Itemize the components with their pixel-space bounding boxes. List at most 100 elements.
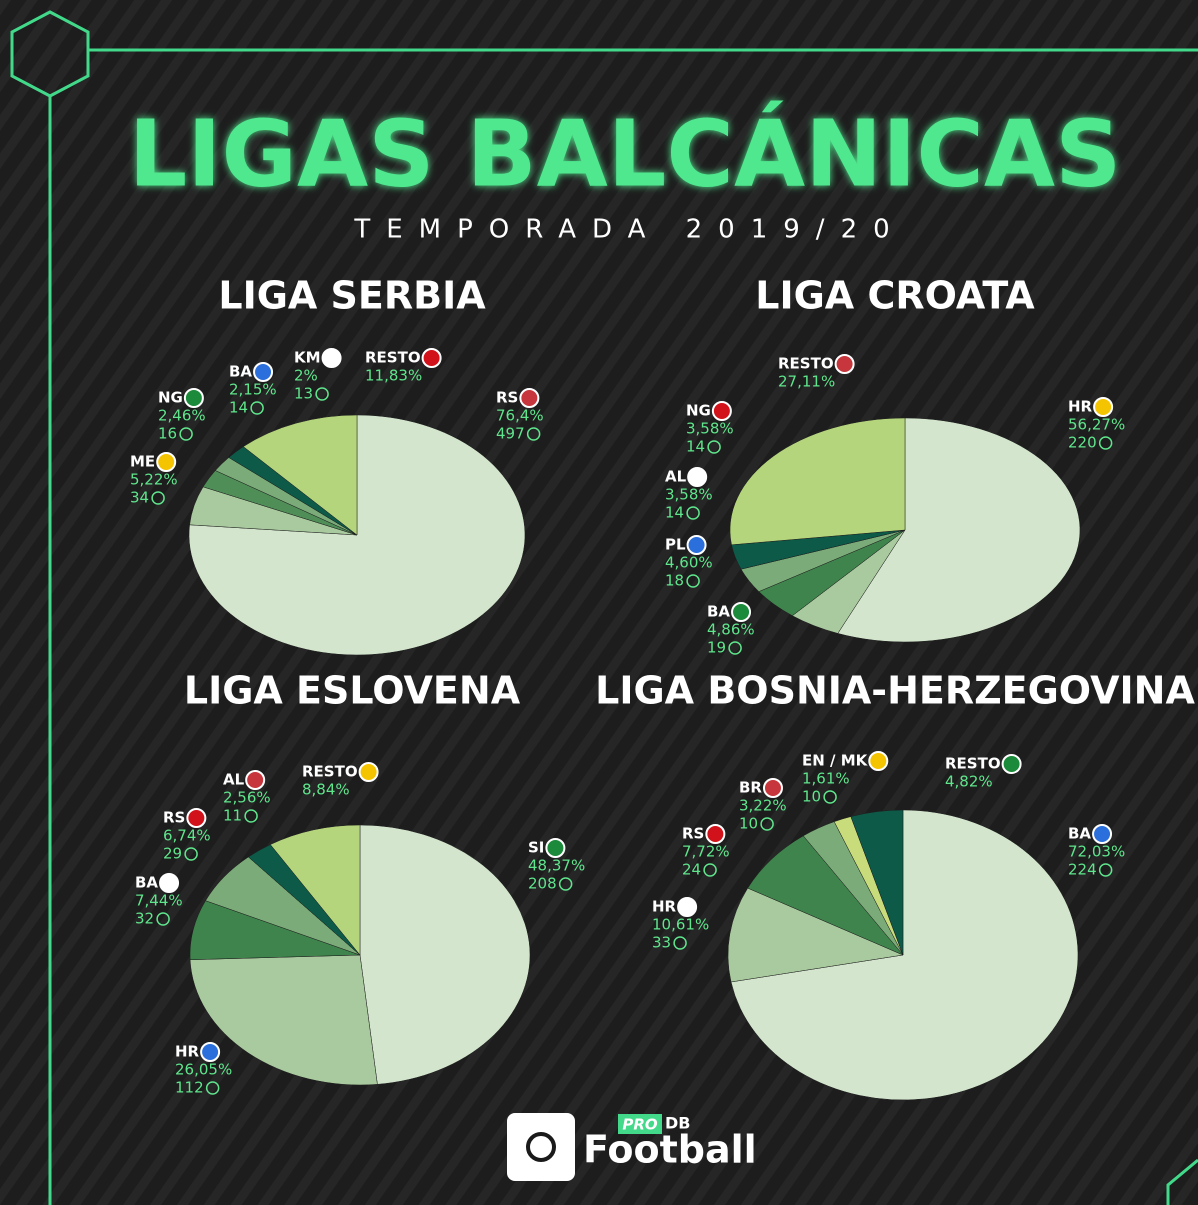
goals-label: 19 [707, 639, 726, 657]
category-label: HR [175, 1043, 200, 1061]
frame [48, 48, 1198, 1205]
ball-icon [526, 427, 541, 441]
category-label: BR [739, 779, 762, 797]
flag [159, 873, 180, 893]
flag [762, 778, 783, 798]
flag [705, 824, 726, 844]
value-label: 26,05% [175, 1061, 232, 1079]
category-label: NG [686, 402, 711, 420]
chart-title: LIGA ESLOVENA [184, 669, 521, 713]
logo-icon [507, 1113, 575, 1181]
goals-label: 10 [739, 815, 758, 833]
goals-label: 11 [223, 807, 242, 825]
goals-label: 13 [294, 385, 313, 403]
value-label: 4,82% [945, 773, 993, 791]
category-label: AL [665, 468, 687, 486]
category-label: BA [229, 363, 252, 381]
value-label: 3,58% [665, 486, 713, 504]
value-label: 27,11% [778, 373, 835, 391]
category-label: PL [665, 536, 686, 554]
category-label: RESTO [778, 355, 834, 373]
flag [686, 535, 707, 555]
pie-slice [189, 954, 378, 1086]
goals-label: 14 [229, 399, 248, 417]
value-label: 76,4% [496, 407, 544, 425]
value-label: 4,60% [665, 554, 713, 572]
category-label: RESTO [365, 349, 421, 367]
ball-icon [205, 1081, 220, 1095]
ball-icon [315, 387, 329, 401]
ball-icon [1098, 863, 1113, 877]
category-label: HR [1068, 398, 1093, 416]
goals-label: 16 [158, 425, 177, 443]
value-label: 2,56% [223, 789, 271, 807]
goals-label: 18 [665, 572, 684, 590]
flag [421, 348, 442, 368]
goals-label: 33 [652, 934, 671, 952]
goals-label: 224 [1068, 861, 1097, 879]
logo-name: Football [583, 1128, 757, 1172]
flag [183, 388, 204, 408]
value-label: 2,15% [229, 381, 277, 399]
ball-icon [728, 641, 742, 655]
value-label: 4,86% [707, 621, 755, 639]
goals-label: 14 [665, 504, 684, 522]
flag [1092, 824, 1113, 844]
flag [200, 1042, 221, 1062]
flag [186, 808, 207, 828]
value-label: 3,58% [686, 420, 734, 438]
pie [727, 809, 1079, 1101]
ball-icon [823, 790, 837, 804]
ball-icon [250, 401, 264, 415]
goals-label: 497 [496, 425, 525, 443]
category-label: BA [707, 603, 730, 621]
value-label: 7,44% [135, 892, 183, 910]
chart-title: LIGA BOSNIA-HERZEGOVINA [595, 669, 1195, 713]
ball-icon [673, 936, 687, 950]
value-label: 72,03% [1068, 843, 1125, 861]
goals-label: 208 [528, 875, 557, 893]
pie [188, 414, 526, 656]
value-label: 56,27% [1068, 416, 1125, 434]
category-label: RS [163, 809, 185, 827]
ball-icon [686, 574, 700, 588]
chart-title: LIGA CROATA [755, 274, 1035, 318]
pie-slice [850, 809, 904, 956]
value-label: 1,61% [802, 770, 850, 788]
category-label: NG [158, 389, 183, 407]
flag [1001, 754, 1022, 774]
flag [156, 452, 177, 472]
flag [519, 388, 540, 408]
logo-tag-box [618, 1114, 662, 1134]
value-label: 3,22% [739, 797, 787, 815]
flag [687, 467, 708, 487]
goals-label: 10 [802, 788, 821, 806]
flag [711, 401, 732, 421]
flag [545, 838, 566, 858]
category-label: AL [223, 771, 245, 789]
ball-icon [244, 809, 258, 823]
pie [729, 417, 1081, 643]
goals-label: 220 [1068, 434, 1097, 452]
pie-slice [188, 414, 526, 656]
logo-db: DB [665, 1114, 690, 1133]
flag [677, 897, 698, 917]
logo-tag: PRO [622, 1116, 658, 1134]
logo-dot [526, 1132, 556, 1162]
ball-icon [184, 847, 198, 861]
flag [358, 762, 379, 782]
value-label: 5,22% [130, 471, 178, 489]
ball-icon [1098, 436, 1113, 450]
title: LIGAS BALCÁNICAS [129, 99, 1122, 207]
flag [253, 362, 274, 382]
category-label: SI [528, 839, 544, 857]
value-label: 48,37% [528, 857, 585, 875]
value-label: 11,83% [365, 367, 422, 385]
ball-icon [179, 427, 193, 441]
pie-slice [727, 887, 904, 983]
category-label: RS [496, 389, 518, 407]
flag [868, 751, 889, 771]
pie-slice [730, 809, 1079, 1101]
